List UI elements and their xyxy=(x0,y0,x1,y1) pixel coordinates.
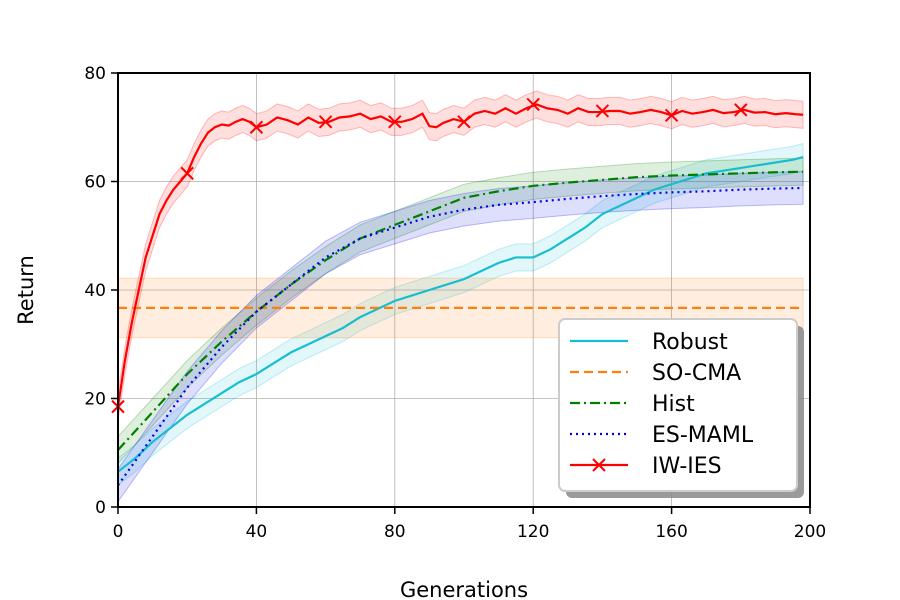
legend-entries: Robust SO-CMA Hist ES-MAML IW-IES xyxy=(570,330,754,479)
series-lines xyxy=(116,103,804,486)
legend-label: Hist xyxy=(652,392,695,417)
y-tick-label: 60 xyxy=(84,173,106,193)
iw-ies-marker xyxy=(734,103,748,117)
y-axis-label: Return xyxy=(14,255,38,325)
iw-ies-marker xyxy=(318,115,333,129)
y-tick-label: 0 xyxy=(95,498,106,518)
hist-line xyxy=(117,170,804,451)
x-tick-label: 80 xyxy=(384,522,406,542)
iw-ies-line xyxy=(116,103,804,407)
iw-ies-marker xyxy=(180,166,194,181)
y-tick-label: 20 xyxy=(84,390,106,410)
legend-entry-es-maml: ES-MAML xyxy=(570,423,754,448)
x-axis-ticks: 0 40 80 120 160 200 xyxy=(113,507,826,542)
iw-ies-marker xyxy=(595,104,610,118)
legend-entry-hist: Hist xyxy=(570,392,695,417)
iw-ies-marker xyxy=(664,108,679,123)
legend-label: SO-CMA xyxy=(652,361,741,386)
legend-entry-so-cma: SO-CMA xyxy=(570,361,741,386)
robust-band xyxy=(117,142,804,487)
legend-entry-robust: Robust xyxy=(570,330,728,355)
legend-entry-iw-ies: IW-IES xyxy=(570,454,722,479)
x-tick-label: 160 xyxy=(655,522,687,542)
es-maml-line xyxy=(117,186,804,486)
x-tick-label: 40 xyxy=(246,522,268,542)
x-tick-label: 0 xyxy=(113,522,124,542)
y-axis-ticks: 0 20 40 60 80 xyxy=(84,64,118,518)
iw-ies-marker xyxy=(388,115,402,129)
x-tick-label: 120 xyxy=(517,522,549,542)
x-tick-label: 200 xyxy=(794,522,826,542)
legend: Robust SO-CMA Hist ES-MAML IW-IES xyxy=(558,318,804,498)
hist-band xyxy=(117,157,804,465)
es-maml-band xyxy=(117,171,804,504)
legend-label: IW-IES xyxy=(652,454,722,479)
iw-ies-marker xyxy=(526,97,540,112)
y-tick-label: 40 xyxy=(84,281,106,301)
x-axis-label: Generations xyxy=(400,578,528,600)
iw-ies-band xyxy=(117,90,804,421)
iw-ies-marker xyxy=(249,120,264,134)
robust-line xyxy=(117,156,804,473)
legend-label: Robust xyxy=(652,330,728,355)
legend-label: ES-MAML xyxy=(652,423,754,448)
iw-ies-marker xyxy=(457,115,471,129)
legend-box xyxy=(558,318,798,492)
y-tick-label: 80 xyxy=(84,64,106,84)
